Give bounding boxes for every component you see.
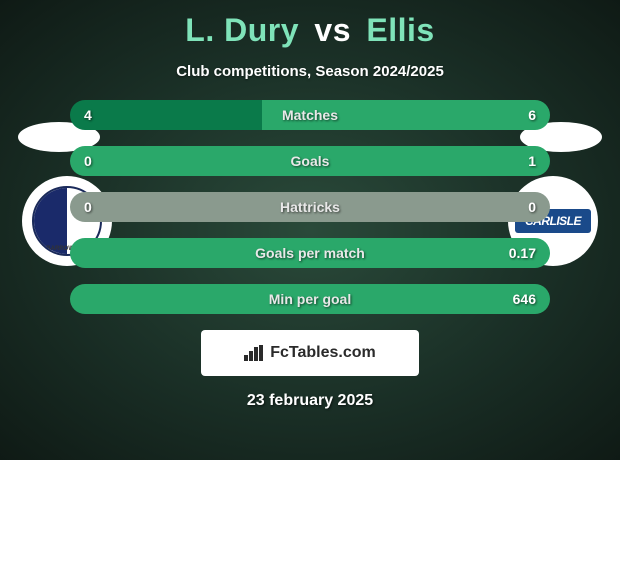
stat-value-left: 0 <box>84 199 92 215</box>
comparison-panel: L. Dury vs Ellis Club competitions, Seas… <box>0 0 620 460</box>
source-badge[interactable]: FcTables.com <box>201 330 419 376</box>
stat-value-right: 646 <box>513 291 536 307</box>
stat-value-left: 0 <box>84 153 92 169</box>
stat-label: Goals per match <box>255 245 365 261</box>
page-title: L. Dury vs Ellis <box>0 12 620 49</box>
subtitle: Club competitions, Season 2024/2025 <box>0 63 620 80</box>
stat-label: Matches <box>282 107 338 123</box>
stat-row: 0.17 Goals per match <box>70 238 550 268</box>
stat-value-right: 0 <box>528 199 536 215</box>
stat-bar-left <box>70 100 262 130</box>
stat-value-right: 0.17 <box>509 245 536 261</box>
stat-value-left: 4 <box>84 107 92 123</box>
stat-label: Hattricks <box>280 199 340 215</box>
stat-row: 4 6 Matches <box>70 100 550 130</box>
player1-name: L. Dury <box>185 12 299 48</box>
stat-bar-right <box>310 192 550 222</box>
stat-row: 0 0 Hattricks <box>70 192 550 222</box>
stat-row: 646 Min per goal <box>70 284 550 314</box>
stats-container: 4 6 Matches 0 1 Goals 0 0 Hattricks 0.17 Goals per… <box>70 100 550 314</box>
stat-value-right: 6 <box>528 107 536 123</box>
source-badge-text: FcTables.com <box>270 344 376 362</box>
date-label: 23 february 2025 <box>0 392 620 410</box>
stat-label: Min per goal <box>269 291 351 307</box>
stat-bar-left <box>70 192 310 222</box>
stat-row: 0 1 Goals <box>70 146 550 176</box>
chart-icon <box>244 345 264 361</box>
player2-name: Ellis <box>366 12 434 48</box>
vs-label: vs <box>314 12 351 48</box>
stat-label: Goals <box>291 153 330 169</box>
stat-value-right: 1 <box>528 153 536 169</box>
